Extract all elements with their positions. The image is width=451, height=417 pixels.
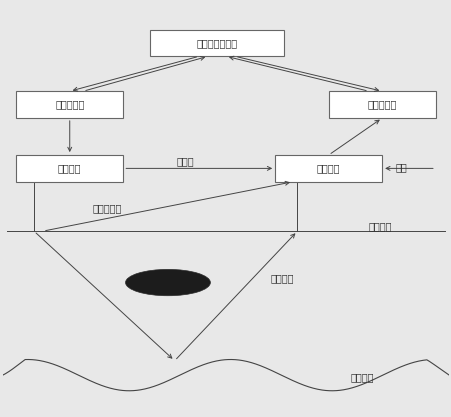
Bar: [328, 91, 435, 118]
Text: 地表发射波: 地表发射波: [92, 203, 121, 213]
Text: 雷达发射机: 雷达发射机: [55, 100, 84, 110]
Text: 介质层面: 介质层面: [350, 372, 374, 382]
Text: 耦合波: 耦合波: [176, 157, 194, 167]
Ellipse shape: [125, 269, 210, 296]
Text: 控制与处理单元: 控制与处理单元: [196, 38, 237, 48]
Bar: [150, 30, 283, 56]
Text: 探测表面: 探测表面: [368, 221, 391, 231]
Bar: [275, 155, 382, 182]
Text: 发射天线: 发射天线: [58, 163, 81, 173]
Text: 接收天线: 接收天线: [316, 163, 340, 173]
Text: 雷达接收机: 雷达接收机: [367, 100, 396, 110]
Bar: [16, 91, 123, 118]
Text: 噪声: 噪声: [395, 162, 406, 172]
Bar: [16, 155, 123, 182]
Text: 目标回波: 目标回波: [270, 274, 294, 284]
